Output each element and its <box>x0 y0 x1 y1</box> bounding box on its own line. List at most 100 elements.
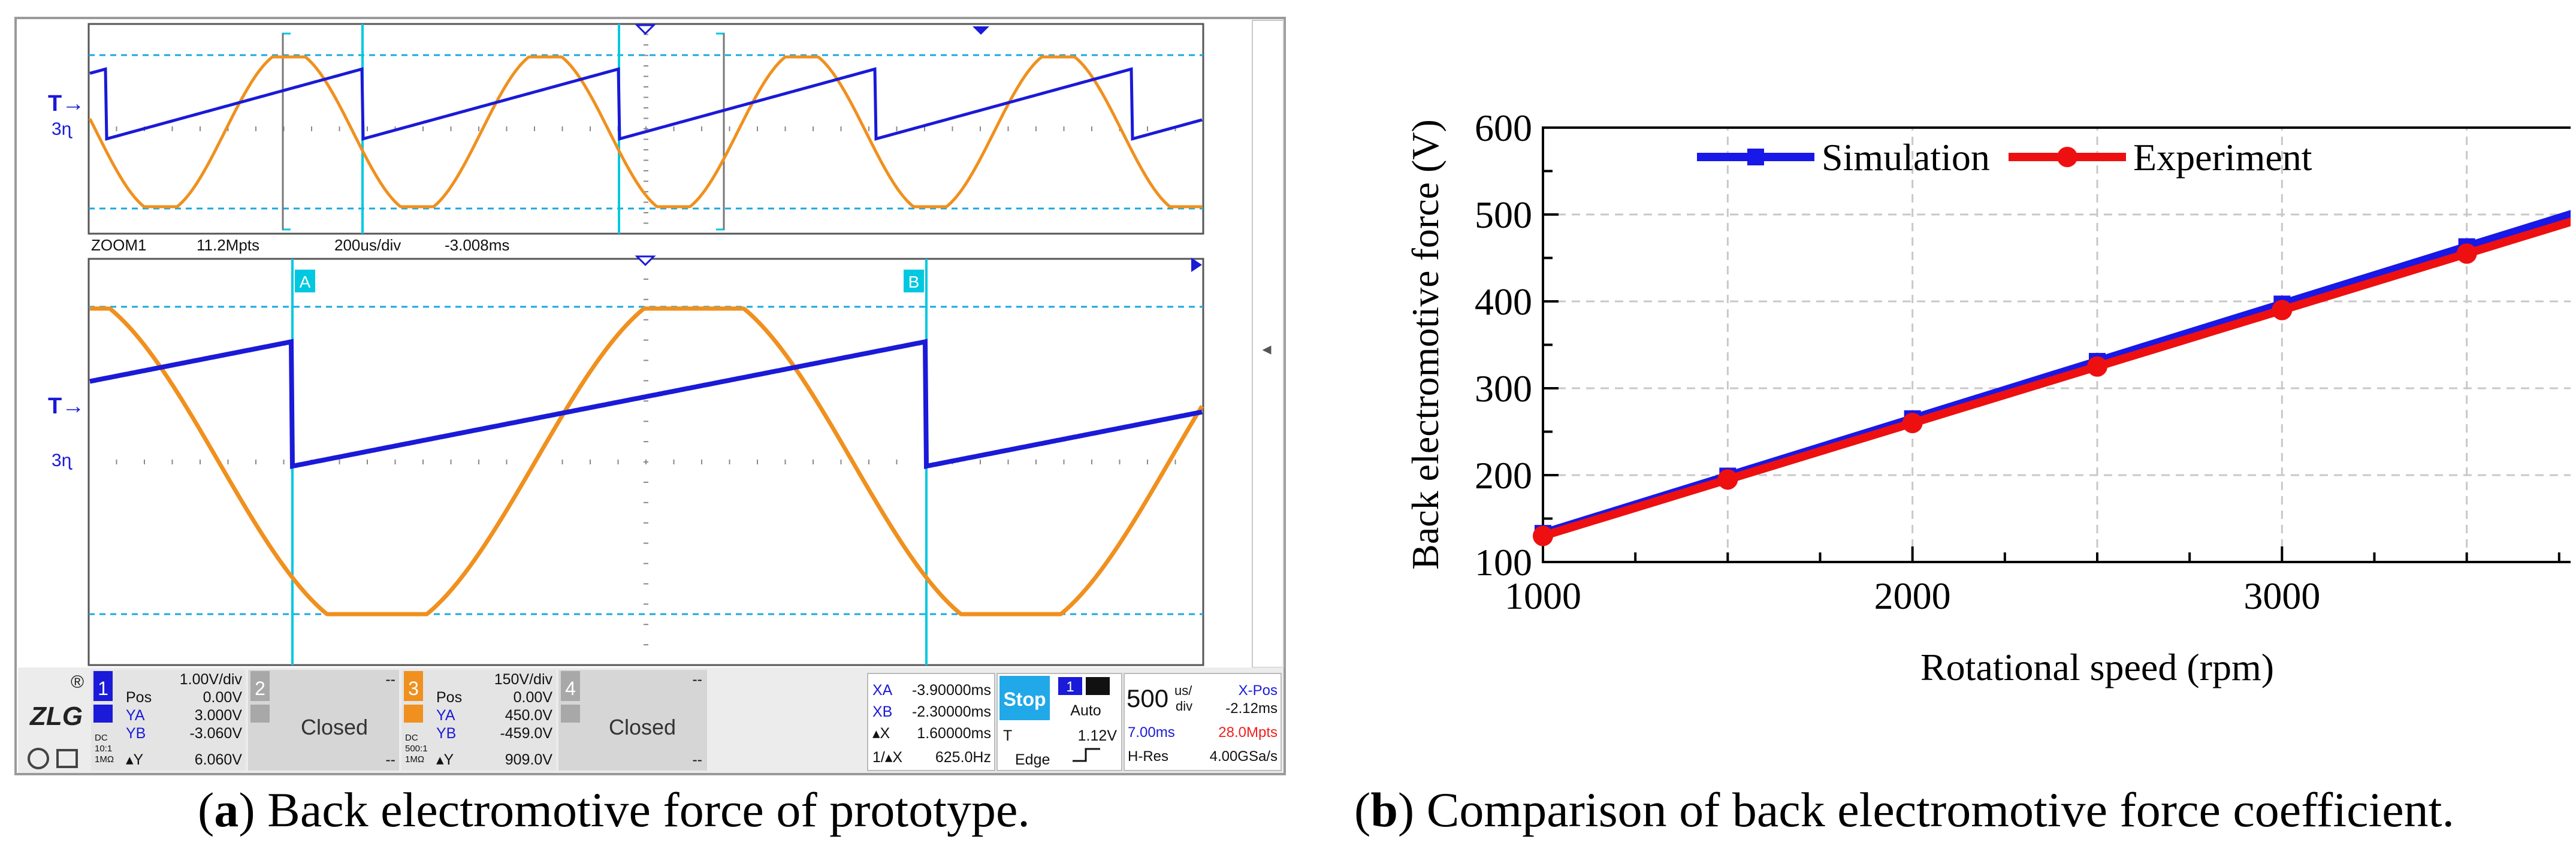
caption-b-text: Comparison of back electromotive force c… <box>1414 783 2454 837</box>
ch1-yb: -3.060V <box>189 725 242 742</box>
series-line-experiment <box>1541 217 2571 540</box>
brand-registered-mark: ® <box>71 672 84 692</box>
experiment-point <box>1533 525 1553 546</box>
ch2-scale: -- <box>385 671 395 688</box>
chart-grid <box>1543 128 2571 562</box>
ch4-number: 4 <box>565 678 576 699</box>
zoom-label: ZOOM1 <box>91 236 146 254</box>
x-tick-label: 1000 <box>1505 575 1581 617</box>
ch4-number-box[interactable] <box>561 671 580 701</box>
zoom-trigger-marker[interactable]: T→ <box>48 394 84 419</box>
ch1-info-panel[interactable] <box>91 670 246 771</box>
overview-plot <box>87 23 1204 235</box>
sample-rate: 4.00GSa/s <box>1210 748 1278 765</box>
chart-legend: Simulation Experiment <box>1697 136 2312 179</box>
ch2-info-panel[interactable] <box>248 670 399 771</box>
zoom-timebase: 200us/div <box>334 236 401 254</box>
experiment-point <box>1717 469 1738 490</box>
ch3-probe: 500:1 <box>405 744 428 754</box>
cursor-b-tag[interactable] <box>904 270 924 292</box>
chart-plot-area <box>1542 126 2571 563</box>
touch-icon[interactable] <box>28 748 49 769</box>
ch3-info-panel[interactable] <box>401 670 556 771</box>
ch1-ya: 3.000V <box>195 707 243 724</box>
timebase-panel[interactable] <box>1124 673 1282 771</box>
y-tick-label: 200 <box>1475 454 1532 497</box>
timebase-value: 500 <box>1127 684 1168 712</box>
right-scroll-strip[interactable] <box>1252 20 1284 668</box>
ch3-yb-label: YB <box>436 725 456 742</box>
rising-edge-icon <box>1073 748 1100 762</box>
trigger-type-label[interactable]: Edge <box>1015 751 1050 768</box>
collapse-panel-icon[interactable]: ◂ <box>1262 339 1271 359</box>
ch2-dash: -- <box>385 751 395 768</box>
legend-label-simulation: Simulation <box>1822 136 1990 179</box>
ch4-info-panel[interactable] <box>558 670 707 771</box>
ch3-scale: 150V/div <box>494 671 553 688</box>
y-tick-label: 400 <box>1475 280 1532 323</box>
overview-trigger-marker[interactable]: T→ <box>48 91 84 116</box>
oscilloscope-screen: ◂ T→ 3ɳ ZOOM1 11.2Mpts 200us/div -3.008m… <box>14 17 1286 775</box>
overview-ch1-waveform <box>89 67 1203 141</box>
ch1-probe: 10:1 <box>95 744 112 754</box>
overview-ch3-waveform <box>88 55 1203 209</box>
inv-dx-label: 1/▴X <box>872 749 902 766</box>
hres-label: H-Res <box>1128 748 1168 765</box>
trigger-level-marker-top[interactable] <box>973 26 989 35</box>
zoom-channel-marker[interactable]: 3ɳ <box>52 451 73 470</box>
chart-ticks: 1000200030004000100200300400500600 <box>1475 107 2560 617</box>
y-tick-label: 100 <box>1475 541 1532 584</box>
ch3-number-box[interactable] <box>404 671 423 701</box>
ch4-status: Closed <box>609 715 676 739</box>
y-tick-label: 500 <box>1475 194 1532 236</box>
stop-button[interactable] <box>999 676 1050 720</box>
ch3-pos-label: Pos <box>436 689 462 706</box>
trigger-level-value: 1.12V <box>1078 727 1118 744</box>
comparison-chart: 1000200030004000100200300400500600 Simul… <box>1404 107 2571 688</box>
trigger-slope-badge <box>1086 677 1110 695</box>
ch4-scale: -- <box>692 671 702 688</box>
brand-logo: ZLG <box>29 702 83 731</box>
lock-icon[interactable] <box>56 749 78 768</box>
ch1-scale: 1.00V/div <box>180 671 243 688</box>
experiment-point <box>2456 243 2477 264</box>
caption-a-letter: a <box>214 783 239 837</box>
zoom-tick-marks <box>116 278 1176 646</box>
timebase-unit-top: us/ <box>1174 683 1192 698</box>
zoom-ch3-waveform <box>89 306 1204 617</box>
y-tick-label: 600 <box>1475 107 1532 149</box>
ch3-yb: -459.0V <box>500 725 552 742</box>
zoom-plot: A B <box>87 255 1204 666</box>
xb-label: XB <box>872 703 892 720</box>
zoom-right-arrow-icon[interactable] <box>1191 258 1202 272</box>
inv-dx-value: 625.0Hz <box>935 749 991 766</box>
xpos-value: -2.12ms <box>1225 700 1278 717</box>
ch1-dy-label: ▴Y <box>126 751 144 768</box>
ch3-ya-label: YA <box>436 707 455 724</box>
cursor-measure-panel[interactable] <box>867 673 995 771</box>
ch1-coupling-badge <box>93 705 113 723</box>
ch3-impedance: 1MΩ <box>405 754 424 765</box>
xa-label: XA <box>872 682 893 699</box>
ch3-pos: 0.00V <box>514 689 553 706</box>
trigger-level-label: T <box>1003 727 1012 744</box>
ch3-coupling: DC <box>405 733 418 743</box>
zoom-offset: -3.008ms <box>445 236 509 254</box>
trigger-position-marker-top[interactable] <box>635 24 656 35</box>
overview-channel-marker[interactable]: 3ɳ <box>52 119 73 139</box>
xb-value: -2.30000ms <box>912 703 991 720</box>
ch3-dy-label: ▴Y <box>436 751 454 768</box>
ch1-number-box[interactable] <box>93 671 113 701</box>
zoom-points: 11.2Mpts <box>197 236 259 254</box>
ch2-status: Closed <box>301 715 368 739</box>
ch1-pos-label: Pos <box>126 689 152 706</box>
trigger-position-marker-zoom[interactable] <box>635 255 656 267</box>
ch2-number: 2 <box>255 678 265 699</box>
trigger-mode[interactable]: Auto <box>1070 702 1101 719</box>
stop-button-label: Stop <box>1003 688 1046 710</box>
ch2-number-box[interactable] <box>250 671 270 701</box>
experiment-point <box>2087 356 2107 377</box>
cursor-a-tag[interactable] <box>295 270 315 292</box>
ch1-ya-label: YA <box>126 707 145 724</box>
trigger-source-badge[interactable] <box>1058 677 1082 695</box>
